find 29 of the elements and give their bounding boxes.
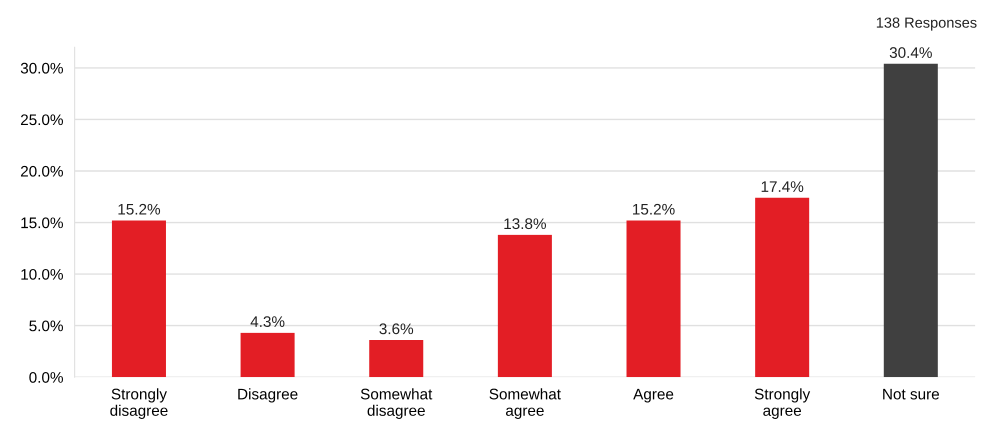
x-tick-label: Somewhat disagree <box>360 388 432 419</box>
bar <box>755 198 810 378</box>
data-label: 30.4% <box>890 47 932 58</box>
data-label: 15.2% <box>118 204 160 215</box>
x-tick-label: Strongly disagree <box>110 388 168 419</box>
bar <box>240 332 295 378</box>
data-label: 13.8% <box>504 218 546 230</box>
x-tick-label: Not sure <box>883 388 939 400</box>
y-tick-label: 5.0% <box>29 320 63 332</box>
data-label: 3.6% <box>379 323 414 334</box>
bar <box>498 234 552 378</box>
y-tick-label: 15.0% <box>21 217 63 228</box>
bar <box>369 340 424 378</box>
x-tick-label: Disagree <box>238 388 298 402</box>
y-tick-label: 0.0% <box>29 372 63 383</box>
y-tick-label: 30.0% <box>20 62 63 74</box>
data-label: 17.4% <box>762 181 804 192</box>
x-tick-label: Strongly agree <box>754 388 810 419</box>
y-tick-label: 10.0% <box>21 268 63 280</box>
data-label: 4.3% <box>250 316 284 328</box>
x-tick-label: Agree <box>633 388 674 402</box>
data-label: 15.2% <box>633 204 675 215</box>
bar <box>884 64 938 378</box>
x-tick-label: Somewhat agree <box>489 388 561 419</box>
bar <box>626 220 681 378</box>
y-tick-label: 25.0% <box>20 114 63 126</box>
y-tick-label: 20.0% <box>20 166 63 177</box>
text: 138 Responses <box>876 17 977 31</box>
bar <box>112 220 166 378</box>
